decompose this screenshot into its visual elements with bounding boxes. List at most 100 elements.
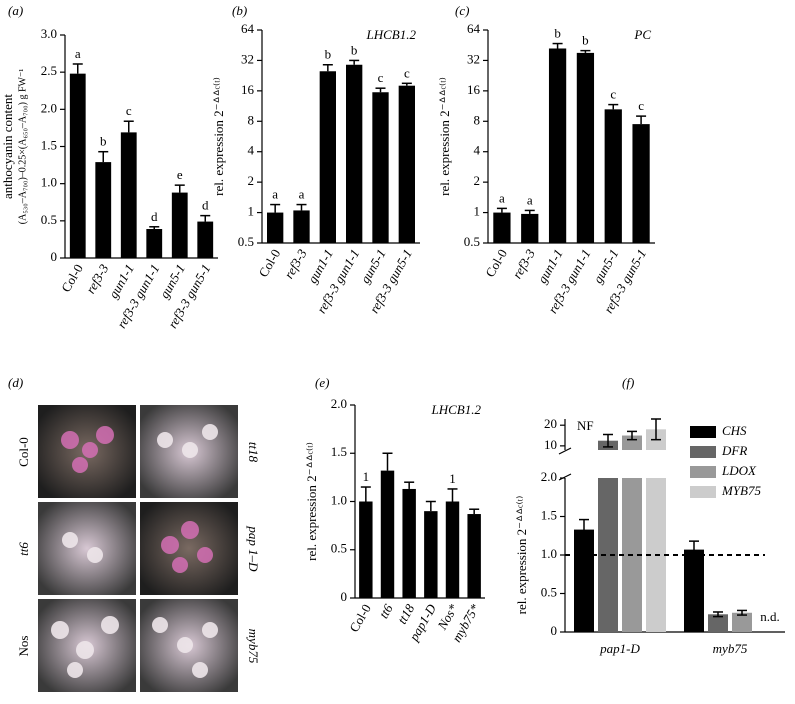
y-tick-label: 8 — [474, 112, 481, 127]
y-tick-label: 4 — [474, 143, 481, 158]
significance-letter: c — [610, 87, 616, 102]
y-tick-label: 64 — [241, 21, 255, 36]
y-tick-label: 2.0 — [41, 100, 57, 115]
photo-label: tt18 — [246, 442, 261, 463]
bar — [171, 192, 188, 258]
not-detected: n.d. — [760, 609, 780, 624]
significance-letter: c — [126, 103, 132, 118]
seedlings — [61, 426, 213, 573]
bar — [493, 212, 511, 243]
significance-letter: a — [75, 46, 81, 61]
y-tick-label: 20 — [544, 416, 557, 431]
y-tick-label: 0.5 — [541, 584, 557, 599]
bar — [445, 501, 460, 598]
significance-letter: a — [299, 187, 305, 202]
y-tick-label: 0.5 — [238, 234, 254, 249]
y-tick-label: 64 — [467, 21, 481, 36]
significance-letter: d — [202, 198, 209, 213]
y-axis-label: rel. expression 2⁻ᐞᐞᶜ⁽ᵗ⁾ — [304, 442, 319, 561]
bar — [632, 124, 650, 243]
y-tick-label: 1.5 — [41, 137, 57, 152]
seedlings — [51, 424, 218, 678]
y-tick-label: 0 — [551, 623, 558, 638]
bar — [598, 478, 618, 632]
photo-label: Col-0 — [16, 437, 31, 467]
y-tick-label: 2.0 — [541, 469, 557, 484]
bar — [380, 470, 395, 598]
x-tick-label: Col-0 — [58, 261, 86, 294]
significance-letter: 1 — [363, 469, 370, 484]
bar — [359, 501, 373, 598]
panel-label: (f) — [622, 375, 634, 390]
y-tick-label: 0 — [341, 589, 348, 604]
bar — [197, 221, 214, 258]
significance-letter: b — [100, 134, 107, 149]
photo — [38, 502, 136, 595]
y-tick-label: 32 — [467, 51, 480, 66]
y-tick-label: 2.5 — [41, 63, 57, 78]
y-tick-label: 8 — [248, 112, 255, 127]
legend-label: LDOX — [721, 463, 757, 478]
y-tick-label: 2.0 — [331, 396, 347, 411]
y-axis-label: rel. expression 2⁻ᐞᐞᶜ⁽ᵗ⁾ — [514, 496, 529, 615]
y-tick-label: 1.5 — [541, 507, 557, 522]
legend-swatch — [690, 466, 716, 478]
significance-letter: b — [351, 42, 358, 57]
y-tick-label: 32 — [241, 51, 254, 66]
bar — [267, 212, 284, 243]
panel-label: (c) — [455, 3, 469, 18]
y-tick-label: 2 — [248, 173, 255, 188]
y-tick-label: 3.0 — [41, 26, 57, 41]
panel-label: (b) — [232, 3, 247, 18]
gene-label: LHCB1.2 — [431, 402, 482, 417]
bar — [69, 73, 86, 258]
legend-swatch — [690, 446, 716, 458]
legend-label: CHS — [722, 423, 747, 438]
y-tick-label: 0 — [51, 249, 58, 264]
y-tick-label: 1.0 — [541, 546, 557, 561]
photo-label: myb75 — [246, 629, 261, 664]
significance-letter: c — [404, 65, 410, 80]
photo — [140, 502, 238, 595]
annotation: NF — [577, 418, 594, 433]
significance-letter: b — [325, 47, 332, 62]
photo-panel: (d) Col-0 tt18 tt6 pap 1–D Nos myb75 — [8, 375, 261, 692]
significance-letter: d — [151, 209, 158, 224]
panel-label: (d) — [8, 375, 23, 390]
bar — [319, 71, 336, 243]
x-tick-label: ref3-3 — [509, 246, 538, 281]
y-tick-label: 10 — [544, 437, 557, 452]
significance-letter: b — [554, 26, 561, 41]
photo-label: tt6 — [16, 542, 31, 556]
significance-letter: 1 — [449, 471, 456, 486]
axis-break — [558, 473, 572, 481]
x-tick-label: tt6 — [376, 601, 396, 621]
x-tick-label: Col-0 — [346, 601, 374, 634]
bar — [548, 48, 567, 244]
significance-letter: b — [582, 33, 589, 48]
bar — [372, 92, 389, 243]
y-tick-label: 0.5 — [464, 234, 480, 249]
y-axis-label: (A₅₃₀–A₇₀₀)–0.25×(A₆₅₀–A₇₀₀) g FW⁻¹ — [17, 69, 28, 224]
y-tick-label: 16 — [467, 82, 481, 97]
bar — [574, 529, 594, 632]
x-tick-label: Col-0 — [482, 246, 510, 279]
y-tick-label: 1 — [248, 204, 255, 219]
y-tick-label: 1.0 — [41, 175, 57, 190]
bar — [467, 514, 481, 598]
significance-letter: c — [378, 70, 384, 85]
significance-letter: a — [272, 187, 278, 202]
legend-label: MYB75 — [721, 483, 762, 498]
photo-label: Nos — [16, 636, 31, 657]
bar — [293, 210, 310, 243]
bar — [346, 64, 363, 244]
y-axis-label: rel. expression 2⁻ᐞᐞᶜ⁽ᵗ⁾ — [211, 77, 226, 196]
bar — [732, 612, 752, 632]
significance-letter: a — [527, 192, 533, 207]
bar — [684, 549, 704, 632]
y-axis-label: anthocyanin content — [0, 94, 15, 199]
y-axis-label: rel. expression 2⁻ᐞᐞᶜ⁽ᵗ⁾ — [437, 77, 452, 196]
bar — [604, 109, 622, 243]
y-tick-label: 4 — [248, 143, 255, 158]
